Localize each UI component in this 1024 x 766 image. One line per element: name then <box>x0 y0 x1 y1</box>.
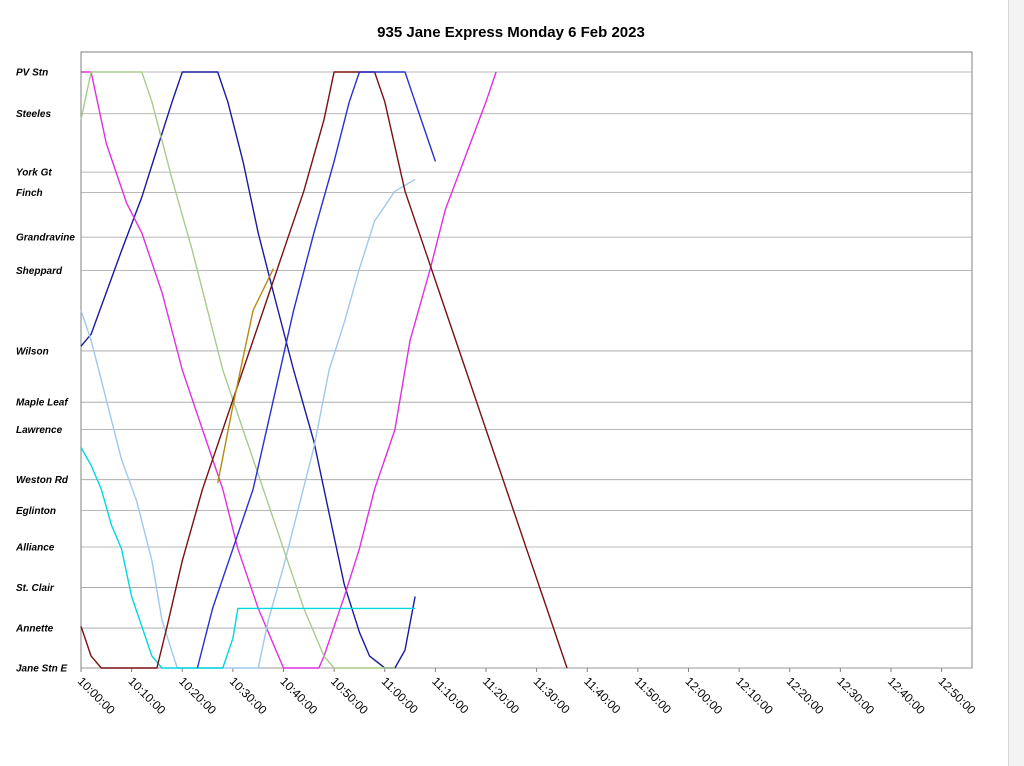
stop-label: Sheppard <box>16 266 63 277</box>
x-tick-label: 11:40:00 <box>581 674 624 717</box>
stop-label: Grandravine <box>16 233 75 244</box>
stop-label: Wilson <box>16 346 49 357</box>
x-tick-label: 10:40:00 <box>277 674 320 717</box>
x-tick-label: 12:00:00 <box>682 674 725 717</box>
trip-line-1 <box>80 71 416 669</box>
x-tick-label: 10:30:00 <box>227 674 270 717</box>
stop-label: Eglinton <box>16 506 56 517</box>
time-tick-labels: 10:00:00 10:10:00 10:20:00 10:30:00 10:40:00… <box>75 668 979 717</box>
stop-label: Alliance <box>15 543 55 554</box>
trip-line-3 <box>80 178 416 669</box>
x-tick-label: 11:50:00 <box>632 674 675 717</box>
x-tick-label: 11:30:00 <box>531 674 574 717</box>
trip-line-6 <box>80 71 568 669</box>
stop-label: Lawrence <box>16 425 63 436</box>
trip-line-2 <box>81 71 497 669</box>
x-tick-label: 12:50:00 <box>936 674 979 717</box>
x-tick-label: 11:00:00 <box>379 674 422 717</box>
stop-label: Jane Stn E <box>16 664 67 675</box>
stop-labels: PV Stn Steeles York Gt Finch Grandravine Shep… <box>15 68 75 675</box>
trip-line-5 <box>80 447 416 669</box>
trip-line-8 <box>196 71 437 669</box>
trip-line-4 <box>80 71 395 669</box>
stop-label: St. Clair <box>16 583 55 594</box>
x-tick-label: 12:30:00 <box>834 674 877 717</box>
x-tick-label: 10:50:00 <box>328 674 371 717</box>
stop-label: Weston Rd <box>16 475 69 486</box>
x-tick-label: 12:40:00 <box>885 674 928 717</box>
window-scrollbar-strip[interactable] <box>1008 0 1024 766</box>
stop-label: York Gt <box>16 168 52 179</box>
trip-line-7 <box>217 268 275 484</box>
stop-label: Steeles <box>16 109 51 120</box>
stop-label: Annette <box>15 624 54 635</box>
chart-title: 935 Jane Express Monday 6 Feb 2023 <box>377 24 645 41</box>
x-tick-label: 10:20:00 <box>176 674 219 717</box>
x-tick-label: 12:20:00 <box>784 674 827 717</box>
stop-gridlines <box>81 71 972 669</box>
x-tick-label: 10:00:00 <box>75 674 118 717</box>
stop-label: PV Stn <box>16 68 48 79</box>
x-tick-label: 11:10:00 <box>429 674 472 717</box>
trip-lines <box>80 71 568 669</box>
x-tick-label: 11:20:00 <box>480 674 523 717</box>
stop-label: Finch <box>16 188 43 199</box>
x-tick-label: 10:10:00 <box>126 674 169 717</box>
x-tick-label: 12:10:00 <box>733 674 776 717</box>
stop-label: Maple Leaf <box>16 398 69 409</box>
plot-frame <box>80 51 973 669</box>
